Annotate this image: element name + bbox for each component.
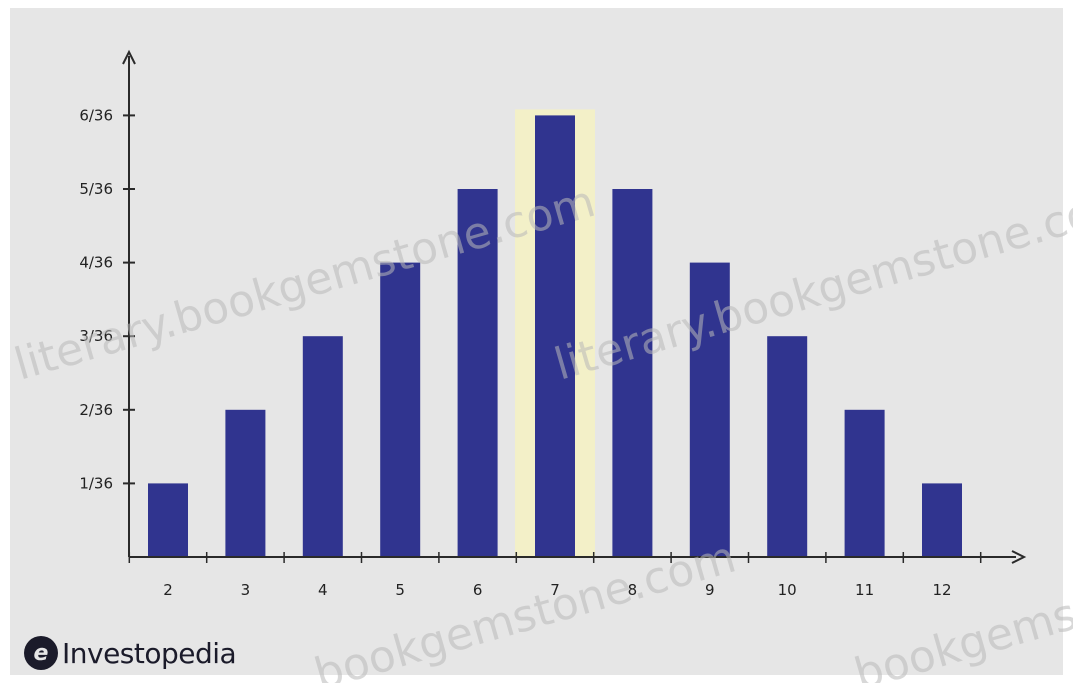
y-tick-label: 4/36	[79, 254, 113, 272]
y-tick-label: 6/36	[79, 106, 113, 124]
x-tick-label: 2	[163, 581, 173, 599]
x-tick-label: 12	[932, 581, 951, 599]
y-tick-label: 1/36	[79, 474, 113, 492]
logo-mark-icon: e	[24, 636, 58, 670]
bar-12	[922, 483, 962, 557]
bar-6	[457, 189, 498, 557]
bar-7	[535, 115, 575, 558]
x-tick-label: 8	[628, 581, 638, 599]
bar-4	[302, 336, 343, 557]
bar-9	[689, 262, 730, 557]
x-axis-arrow-icon	[1011, 550, 1027, 564]
x-tick-label: 10	[778, 581, 797, 599]
x-tick-label: 3	[241, 581, 251, 599]
y-tick-label: 2/36	[79, 401, 113, 419]
investopedia-logo: e Investopedia	[24, 636, 237, 670]
bar-8	[612, 189, 653, 557]
logo-text: Investopedia	[62, 636, 237, 670]
x-tick-label: 7	[550, 581, 560, 599]
y-axis-arrow-icon	[122, 49, 136, 65]
y-tick-label: 3/36	[79, 327, 113, 345]
x-tick-label: 11	[855, 581, 874, 599]
x-tick-label: 5	[395, 581, 405, 599]
y-tick-label: 5/36	[79, 180, 113, 198]
bar-10	[767, 336, 808, 557]
bar-5	[380, 262, 421, 557]
bar-2	[148, 483, 188, 557]
x-tick-label: 6	[473, 581, 483, 599]
x-tick-label: 4	[318, 581, 328, 599]
bar-3	[225, 409, 266, 557]
x-tick-label: 9	[705, 581, 715, 599]
bar-11	[844, 409, 885, 557]
